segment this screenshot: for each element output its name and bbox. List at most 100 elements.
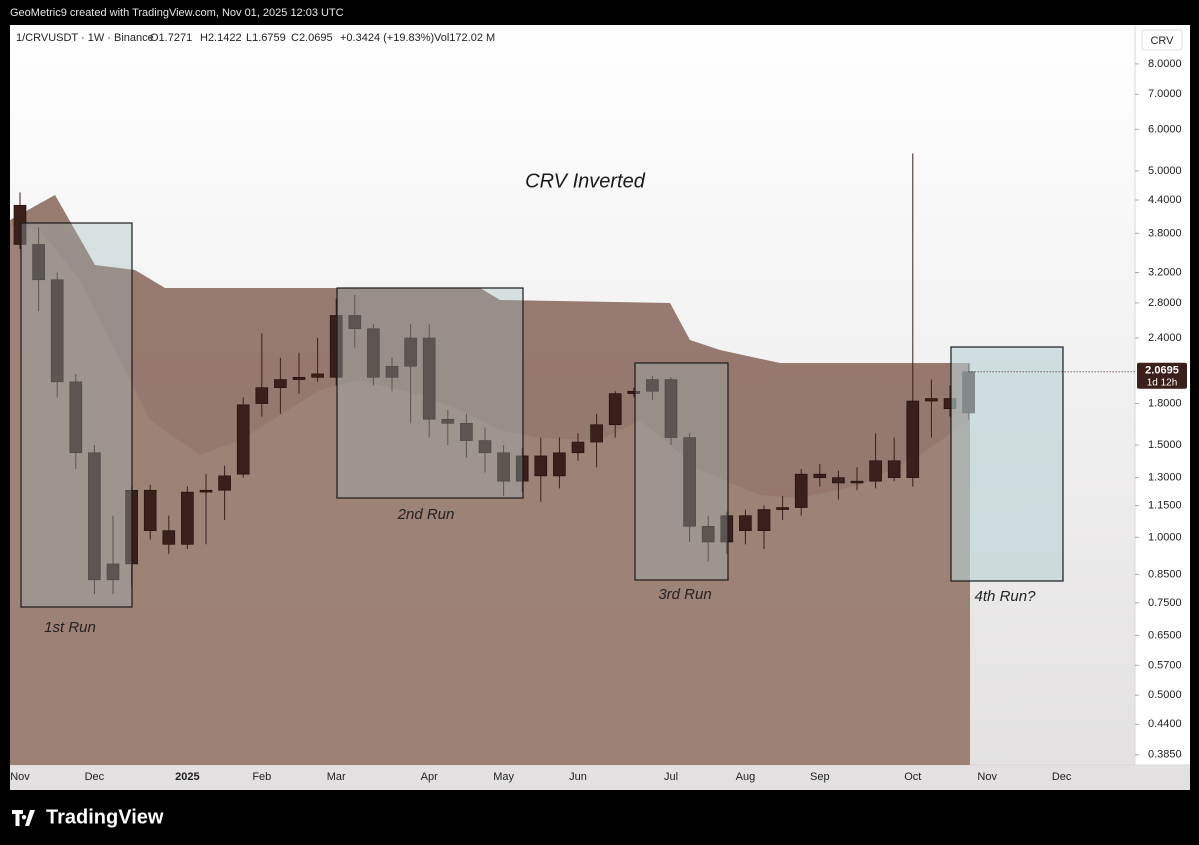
candle-body bbox=[181, 491, 194, 545]
candle-body bbox=[701, 525, 715, 543]
legend-open: O1.7271 bbox=[150, 32, 192, 44]
candle-body bbox=[404, 337, 417, 367]
candle-body bbox=[869, 460, 882, 482]
run-boxes bbox=[20, 222, 1064, 608]
y-tick-label: 2.8000 bbox=[1148, 297, 1182, 309]
y-tick-label: 0.5700 bbox=[1148, 659, 1182, 671]
candle-body bbox=[757, 509, 771, 531]
candle-body bbox=[646, 379, 659, 392]
candle-body bbox=[608, 393, 622, 426]
candle-body bbox=[13, 204, 27, 245]
candle-body bbox=[460, 423, 473, 441]
candle-body bbox=[887, 460, 901, 478]
x-tick-label: Nov bbox=[10, 771, 30, 783]
candle-body bbox=[534, 455, 548, 477]
y-tick-label: 4.4000 bbox=[1148, 194, 1182, 206]
candle-body bbox=[497, 452, 510, 482]
caption: GeoMetric9 created with TradingView.com,… bbox=[10, 7, 344, 19]
candle-body bbox=[292, 376, 306, 380]
candle-body bbox=[311, 373, 324, 378]
y-tick-label: 0.4400 bbox=[1148, 718, 1182, 730]
annotation: 4th Run? bbox=[975, 588, 1037, 605]
candle-body bbox=[683, 437, 696, 527]
candle-body bbox=[88, 452, 101, 581]
y-tick-label: 2.4000 bbox=[1148, 332, 1182, 344]
candle-body bbox=[478, 440, 492, 454]
candle-body bbox=[385, 365, 399, 378]
legend-volume: Vol172.02 M bbox=[434, 32, 495, 44]
x-tick-label: Apr bbox=[421, 771, 438, 783]
y-tick-label: 0.3850 bbox=[1148, 749, 1182, 761]
candle-body bbox=[69, 381, 83, 454]
y-tick-label: 3.2000 bbox=[1148, 266, 1182, 278]
lower-band bbox=[10, 225, 970, 765]
legend-change: +0.3424 (+19.83%) bbox=[340, 32, 434, 44]
candle-body bbox=[199, 489, 213, 493]
y-tick-label: 1.3000 bbox=[1148, 472, 1182, 484]
price-scale bbox=[1135, 25, 1190, 765]
candle-body bbox=[348, 315, 362, 330]
candle-body bbox=[236, 404, 250, 475]
y-tick-label: 1.1500 bbox=[1148, 499, 1182, 511]
annotation: 3rd Run bbox=[658, 586, 711, 603]
plot bbox=[13, 153, 975, 594]
x-tick-label: Mar bbox=[327, 771, 346, 783]
annotation: 2nd Run bbox=[397, 506, 455, 523]
candle-body bbox=[218, 475, 231, 491]
candle-body bbox=[925, 398, 938, 402]
candle-body bbox=[515, 455, 529, 482]
candle-body bbox=[143, 489, 157, 531]
chart-title: CRV Inverted bbox=[525, 170, 646, 192]
candle-body bbox=[106, 563, 120, 581]
last-price-badge bbox=[1137, 362, 1187, 389]
scale-badge[interactable] bbox=[1141, 29, 1183, 51]
x-tick-label: Jun bbox=[569, 771, 587, 783]
y-tick-label: 8.0000 bbox=[1148, 58, 1182, 70]
y-tick-label: 0.7500 bbox=[1148, 597, 1182, 609]
x-tick-label: Sep bbox=[810, 771, 830, 783]
run-box bbox=[950, 346, 1064, 582]
run-box bbox=[336, 287, 524, 499]
candle-body bbox=[50, 279, 64, 383]
candle-body bbox=[776, 507, 789, 510]
x-tick-label: Dec bbox=[1052, 771, 1072, 783]
x-tick-label: May bbox=[493, 771, 514, 783]
x-tick-label: Dec bbox=[85, 771, 105, 783]
candle-body bbox=[906, 400, 920, 478]
y-tick-label: 0.8500 bbox=[1148, 568, 1182, 580]
annotation: 1st Run bbox=[44, 619, 96, 636]
y-tick-label: 0.6500 bbox=[1148, 629, 1182, 641]
candle-body bbox=[367, 328, 380, 378]
x-tick-label: Feb bbox=[252, 771, 271, 783]
candle-body bbox=[32, 244, 45, 281]
candle-body bbox=[571, 441, 585, 454]
x-tick-label: Jul bbox=[664, 771, 678, 783]
candle-body bbox=[553, 452, 566, 477]
y-tick-label: 6.0000 bbox=[1148, 123, 1182, 135]
last-price-label: 2.0695 bbox=[1145, 365, 1179, 377]
legend-low: L1.6759 bbox=[246, 32, 286, 44]
legend-high: H2.1422 bbox=[200, 32, 242, 44]
legend-symbol: 1/CRVUSDT · 1W · Binance bbox=[16, 32, 154, 44]
y-tick-label: 3.8000 bbox=[1148, 227, 1182, 239]
y-tick-label: 0.5000 bbox=[1148, 689, 1182, 701]
legend-close: C2.0695 bbox=[291, 32, 333, 44]
y-tick-label: 5.0000 bbox=[1148, 165, 1182, 177]
run-box bbox=[634, 362, 729, 581]
candle-body bbox=[255, 387, 269, 404]
x-tick-label: Nov bbox=[977, 771, 997, 783]
candle-body bbox=[850, 480, 864, 484]
candle-body bbox=[274, 379, 287, 388]
candle-body bbox=[590, 424, 603, 443]
x-tick-label: 2025 bbox=[175, 771, 199, 783]
y-tick-label: 7.0000 bbox=[1148, 88, 1182, 100]
y-tick-label: 1.0000 bbox=[1148, 531, 1182, 543]
candle-body bbox=[422, 337, 436, 420]
x-tick-label: Aug bbox=[736, 771, 756, 783]
candle-body bbox=[794, 473, 808, 508]
y-tick-label: 1.8000 bbox=[1148, 397, 1182, 409]
candle-body bbox=[162, 530, 176, 545]
y-tick-label: 1.5000 bbox=[1148, 439, 1182, 451]
brand-logo bbox=[12, 810, 35, 826]
